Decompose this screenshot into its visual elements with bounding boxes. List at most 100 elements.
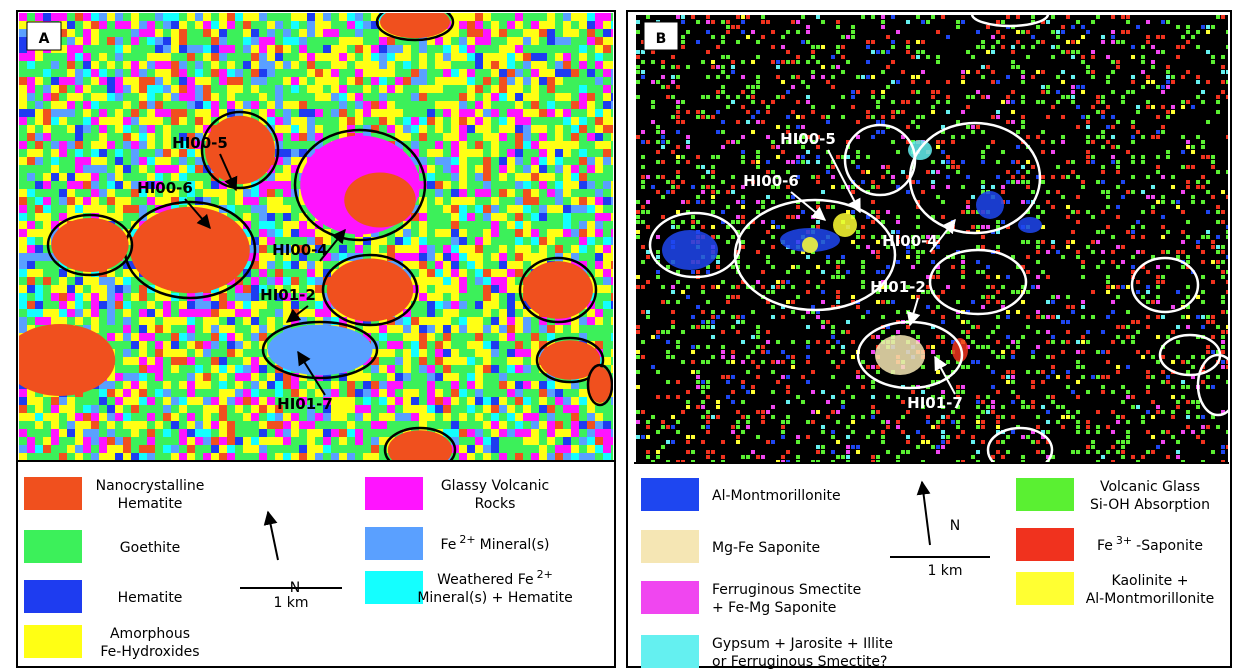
map-pixel xyxy=(27,253,35,261)
map-pixel xyxy=(227,101,235,109)
map-pixel xyxy=(563,149,571,157)
map-pixel xyxy=(1181,265,1185,269)
map-pixel xyxy=(781,35,785,39)
map-pixel xyxy=(676,380,680,384)
map-pixel xyxy=(539,213,547,221)
map-pixel xyxy=(661,140,665,144)
map-pixel xyxy=(676,345,680,349)
map-pixel xyxy=(841,405,845,409)
map-pixel xyxy=(147,93,155,101)
map-pixel xyxy=(841,45,845,49)
map-pixel xyxy=(676,170,680,174)
map-pixel xyxy=(515,125,523,133)
map-pixel xyxy=(756,200,760,204)
map-pixel xyxy=(736,200,740,204)
map-pixel xyxy=(507,413,515,421)
map-pixel xyxy=(961,185,965,189)
map-pixel xyxy=(996,160,1000,164)
map-pixel xyxy=(636,275,640,279)
map-pixel xyxy=(515,413,523,421)
map-pixel xyxy=(19,45,27,53)
map-pixel xyxy=(1186,410,1190,414)
map-pixel xyxy=(459,213,467,221)
map-pixel xyxy=(666,190,670,194)
map-pixel xyxy=(1221,190,1225,194)
map-pixel xyxy=(515,205,523,213)
map-pixel xyxy=(766,410,770,414)
map-pixel xyxy=(315,13,323,21)
map-pixel xyxy=(451,109,459,117)
map-pixel xyxy=(876,270,880,274)
map-pixel xyxy=(283,149,291,157)
map-pixel xyxy=(603,93,611,101)
map-pixel xyxy=(603,181,611,189)
map-pixel xyxy=(307,85,315,93)
map-pixel xyxy=(251,277,259,285)
map-pixel xyxy=(701,380,705,384)
map-pixel xyxy=(936,90,940,94)
map-pixel xyxy=(283,421,291,429)
map-pixel xyxy=(131,109,139,117)
map-pixel xyxy=(771,100,775,104)
map-pixel xyxy=(1011,60,1015,64)
map-pixel xyxy=(435,301,443,309)
map-pixel xyxy=(235,341,243,349)
map-pixel xyxy=(1091,55,1095,59)
map-pixel xyxy=(976,70,980,74)
map-pixel xyxy=(427,293,435,301)
map-pixel xyxy=(539,245,547,253)
map-pixel xyxy=(1156,165,1160,169)
map-pixel xyxy=(1136,110,1140,114)
map-pixel xyxy=(283,157,291,165)
map-pixel xyxy=(1001,300,1005,304)
map-pixel xyxy=(1046,275,1050,279)
map-pixel xyxy=(1111,285,1115,289)
map-pixel xyxy=(411,317,419,325)
map-pixel xyxy=(1226,30,1230,34)
map-pixel xyxy=(1036,100,1040,104)
map-pixel xyxy=(1136,105,1140,109)
map-pixel xyxy=(435,269,443,277)
map-pixel xyxy=(435,141,443,149)
map-pixel xyxy=(1051,55,1055,59)
map-pixel xyxy=(59,277,67,285)
map-pixel xyxy=(595,109,603,117)
map-pixel xyxy=(821,280,825,284)
map-pixel xyxy=(656,130,660,134)
map-pixel xyxy=(171,341,179,349)
map-pixel xyxy=(299,45,307,53)
map-pixel xyxy=(507,125,515,133)
map-pixel xyxy=(51,293,59,301)
map-pixel xyxy=(796,20,800,24)
map-pixel xyxy=(203,373,211,381)
map-pixel xyxy=(771,60,775,64)
map-pixel xyxy=(716,415,720,419)
map-pixel xyxy=(1201,250,1205,254)
map-pixel xyxy=(579,173,587,181)
map-pixel xyxy=(523,61,531,69)
map-pixel xyxy=(1001,20,1005,24)
map-pixel xyxy=(19,101,27,109)
map-pixel xyxy=(1096,350,1100,354)
map-pixel xyxy=(1181,315,1185,319)
map-pixel xyxy=(19,389,27,397)
map-pixel xyxy=(387,365,395,373)
map-pixel xyxy=(1106,315,1110,319)
map-pixel xyxy=(731,355,735,359)
map-pixel xyxy=(1071,390,1075,394)
map-pixel xyxy=(1201,235,1205,239)
map-pixel xyxy=(267,37,275,45)
map-pixel xyxy=(1166,230,1170,234)
map-pixel xyxy=(1006,310,1010,314)
map-pixel xyxy=(791,85,795,89)
map-pixel xyxy=(821,65,825,69)
map-pixel xyxy=(507,277,515,285)
map-pixel xyxy=(451,357,459,365)
map-pixel xyxy=(163,341,171,349)
map-pixel xyxy=(603,69,611,77)
map-pixel xyxy=(1051,245,1055,249)
map-pixel xyxy=(219,429,227,437)
map-pixel xyxy=(291,117,299,125)
map-pixel xyxy=(831,75,835,79)
map-pixel xyxy=(443,333,451,341)
